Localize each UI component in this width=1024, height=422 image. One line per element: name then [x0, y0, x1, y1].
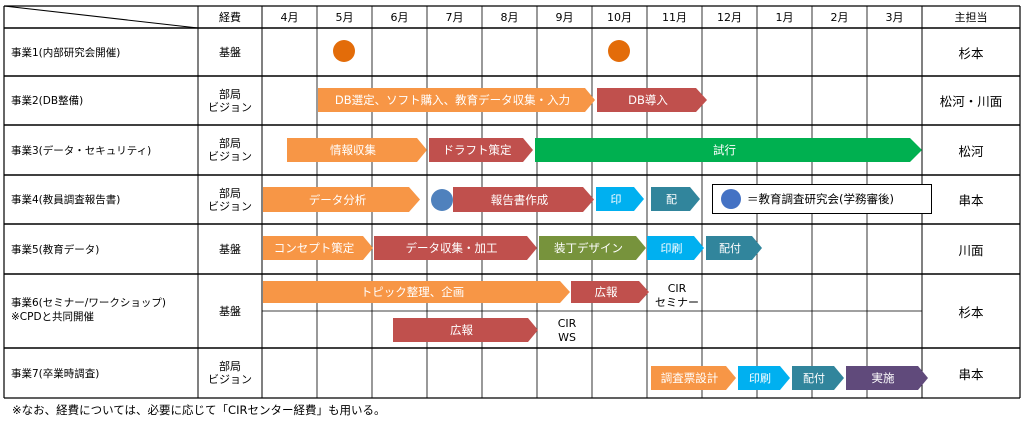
schedule-bar: 配付: [706, 236, 762, 260]
header-month: 1月: [775, 11, 794, 24]
schedule-bar-label: 試行: [713, 143, 736, 157]
budget-label: 部局 ビジョン: [208, 137, 252, 163]
schedule-bar: コンセプト策定: [263, 236, 373, 260]
schedule-bar-label: 印: [610, 193, 622, 206]
task-label: 事業1(内部研究会開催): [11, 46, 121, 59]
header-month: 2月: [830, 11, 849, 24]
schedule-bar: ドラフト策定: [429, 138, 533, 162]
header-month: 3月: [885, 11, 904, 24]
header-month: 9月: [555, 11, 574, 24]
task-label: 事業4(教員調査報告書): [11, 194, 121, 206]
schedule-bar-label: コンセプト策定: [273, 241, 355, 255]
header-owner: 主担当: [954, 11, 988, 24]
cir-ws-label: CIR WS: [557, 317, 577, 344]
task-label: 事業6(セミナー/ワークショップ) ※CPDと共同開催: [11, 297, 166, 323]
schedule-bar: 広報: [393, 318, 538, 342]
schedule-bar-label: 印刷: [749, 372, 771, 385]
task-label: 事業5(教育データ): [11, 243, 100, 256]
schedule-bar-label: データ分析: [308, 192, 367, 207]
schedule-bar-label: 情報収集: [330, 143, 376, 157]
header-month: 4月: [280, 11, 299, 24]
schedule-bar-label: 実施: [871, 371, 895, 385]
schedule-bar: DB選定、ソフト購入、教育データ収集・入力: [318, 88, 595, 112]
header-month: 5月: [335, 11, 354, 24]
legend-dot-icon: [721, 189, 741, 209]
schedule-bar-label: 装丁デザイン: [554, 241, 623, 255]
budget-label: 基盤: [219, 45, 241, 59]
schedule-bar: 配: [651, 187, 700, 211]
schedule-bar: データ収集・加工: [374, 236, 537, 260]
header-month: 10月: [607, 11, 632, 24]
task-label: 事業7(卒業時調査): [11, 367, 100, 380]
footnote: ※なお、経費については、必要に応じて「CIRセンター経費」も用いる。: [12, 403, 386, 417]
owner-label: 串本: [958, 366, 984, 382]
study-group-dot-icon: [431, 189, 453, 211]
schedule-bar-label: ドラフト策定: [442, 143, 512, 157]
schedule-bar-label: 調査票設計: [660, 371, 719, 385]
schedule-bar: 印: [596, 187, 644, 211]
header-month: 12月: [717, 11, 742, 24]
header-month: 11月: [662, 11, 687, 24]
schedule-bar-label: 広報: [594, 285, 618, 299]
schedule-bar: トピック整理、企画: [263, 281, 570, 303]
schedule-bar: DB導入: [597, 88, 707, 112]
schedule-bar: 印刷: [738, 366, 790, 390]
owner-label: 串本: [958, 193, 984, 208]
schedule-bar: 調査票設計: [651, 366, 736, 390]
schedule-bar-label: 配付: [803, 372, 825, 385]
meeting-dot-icon: [333, 40, 355, 62]
schedule-bar: 装丁デザイン: [539, 236, 646, 260]
schedule-bar-label: 報告書作成: [490, 192, 549, 207]
legend-box: ＝教育調査研究会(学務審後): [712, 184, 932, 214]
budget-label: 部局 ビジョン: [208, 186, 252, 213]
owner-label: 川面: [958, 242, 984, 258]
schedule-bar: 印刷: [647, 236, 704, 260]
header-month: 6月: [390, 11, 409, 24]
schedule-bar: 試行: [535, 138, 922, 162]
meeting-dot-icon: [608, 40, 630, 62]
schedule-bar: 情報収集: [287, 138, 427, 162]
owner-label: 杉本: [958, 45, 984, 61]
schedule-bar: 配付: [792, 366, 844, 390]
owner-label: 杉本: [958, 304, 984, 320]
schedule-bar-label: データ収集・加工: [405, 241, 498, 255]
schedule-bar-label: 配: [666, 193, 677, 206]
cir-seminar-label: CIR セミナー: [655, 282, 699, 309]
schedule-bar-label: 印刷: [660, 242, 683, 255]
task-label: 事業3(データ・セキュリティ): [11, 144, 152, 157]
budget-label: 部局 ビジョン: [208, 360, 252, 386]
header-budget: 経費: [219, 11, 241, 24]
schedule-bar-label: DB選定、ソフト購入、教育データ収集・入力: [334, 93, 571, 107]
header-month: 8月: [500, 11, 519, 24]
task-label: 事業2(DB整備): [11, 95, 84, 107]
header-month: 7月: [445, 11, 464, 24]
budget-label: 部局 ビジョン: [208, 87, 252, 114]
owner-label: 松河: [958, 143, 984, 159]
budget-label: 基盤: [219, 304, 241, 318]
owner-label: 松河・川面: [939, 94, 1003, 109]
header-diagonal: [3, 5, 199, 29]
schedule-bar-label: トピック整理、企画: [360, 285, 465, 299]
schedule-bar: 広報: [571, 281, 649, 303]
schedule-bar: 実施: [846, 366, 928, 390]
schedule-bar-label: 広報: [450, 323, 473, 337]
schedule-bar-label: 配付: [719, 242, 741, 255]
schedule-bar: 報告書作成: [453, 187, 594, 212]
schedule-bar-label: DB導入: [628, 93, 668, 107]
legend-text: ＝教育調査研究会(学務審後): [747, 192, 894, 206]
schedule-bar: データ分析: [263, 187, 420, 212]
budget-label: 基盤: [219, 242, 241, 256]
